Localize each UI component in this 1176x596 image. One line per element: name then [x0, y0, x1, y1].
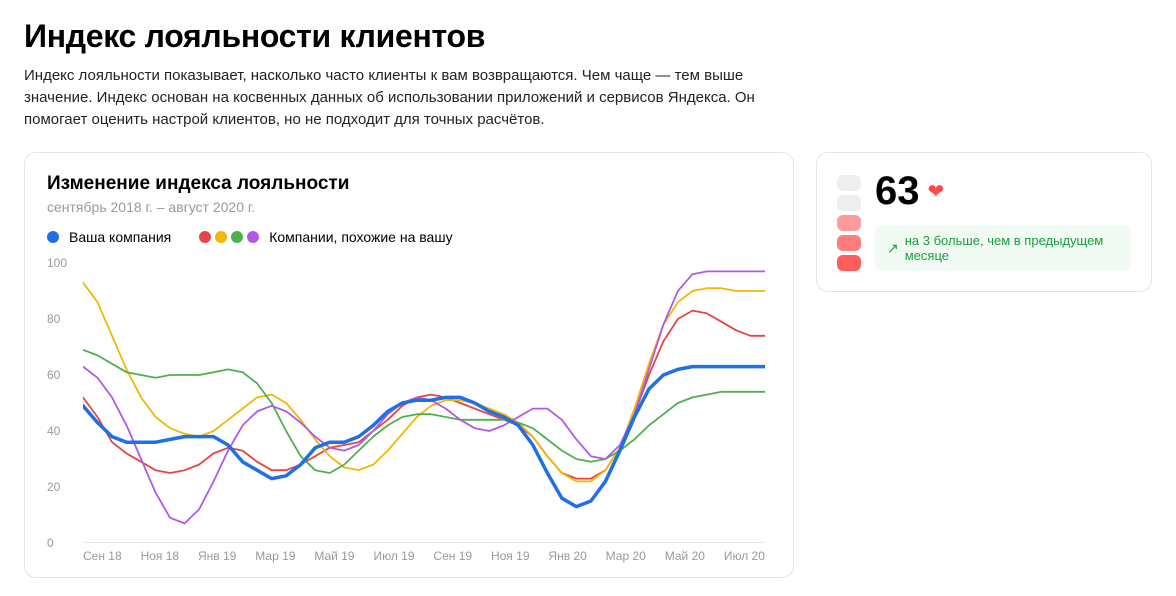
x-tick-label: Сен 19: [433, 549, 472, 563]
y-tick-label: 100: [47, 256, 67, 270]
score-bar-segment: [837, 195, 861, 211]
y-tick-label: 40: [47, 424, 60, 438]
score-bar-segment: [837, 175, 861, 191]
legend-dot-competitor: [199, 231, 211, 243]
chart-area: 020406080100: [47, 263, 771, 543]
y-tick-label: 80: [47, 312, 60, 326]
legend-dot-competitor: [247, 231, 259, 243]
page-description: Индекс лояльности показывает, насколько …: [24, 65, 784, 130]
score-bar-segment: [837, 235, 861, 251]
y-tick-label: 20: [47, 480, 60, 494]
legend-primary-label: Ваша компания: [69, 229, 171, 245]
legend-dot-competitor: [231, 231, 243, 243]
score-value: 63: [875, 171, 920, 211]
heart-icon: ❤: [928, 182, 945, 202]
score-bar-segment: [837, 255, 861, 271]
x-tick-label: Июл 19: [373, 549, 414, 563]
x-tick-label: Май 20: [665, 549, 705, 563]
x-tick-label: Май 19: [314, 549, 354, 563]
chart-line: [83, 283, 765, 482]
chart-legend: Ваша компания Компании, похожие на вашу: [47, 229, 771, 245]
x-tick-label: Сен 18: [83, 549, 122, 563]
chart-subtitle: сентябрь 2018 г. – август 2020 г.: [47, 199, 771, 215]
chart-line: [83, 367, 765, 507]
y-tick-label: 60: [47, 368, 60, 382]
chart-line: [83, 272, 765, 524]
x-tick-label: Янв 20: [548, 549, 586, 563]
x-tick-label: Июл 20: [724, 549, 765, 563]
chart-card: Изменение индекса лояльности сентябрь 20…: [24, 152, 794, 578]
score-bar-indicator: [837, 175, 861, 271]
chart-line: [83, 311, 765, 479]
x-tick-label: Янв 19: [198, 549, 236, 563]
score-delta-badge: ↗ на 3 больше, чем в предыдущем месяце: [875, 225, 1131, 271]
y-tick-label: 0: [47, 536, 54, 550]
trend-up-icon: ↗: [887, 241, 899, 255]
legend-dots-competitors: [199, 231, 259, 243]
legend-secondary-label: Компании, похожие на вашу: [269, 229, 452, 245]
score-card: 63 ❤ ↗ на 3 больше, чем в предыдущем мес…: [816, 152, 1152, 292]
chart-title: Изменение индекса лояльности: [47, 173, 771, 195]
x-tick-label: Ноя 19: [491, 549, 530, 563]
score-delta-text: на 3 больше, чем в предыдущем месяце: [905, 233, 1119, 263]
x-tick-label: Мар 20: [606, 549, 646, 563]
x-tick-label: Ноя 18: [141, 549, 180, 563]
line-chart-svg: [83, 263, 765, 543]
x-tick-label: Мар 19: [255, 549, 295, 563]
legend-dot-competitor: [215, 231, 227, 243]
page-title: Индекс лояльности клиентов: [24, 18, 1152, 55]
legend-dot-primary: [47, 231, 59, 243]
score-bar-segment: [837, 215, 861, 231]
x-axis-labels: Сен 18 Ноя 18 Янв 19 Мар 19 Май 19 Июл 19 Сен …: [47, 549, 771, 563]
